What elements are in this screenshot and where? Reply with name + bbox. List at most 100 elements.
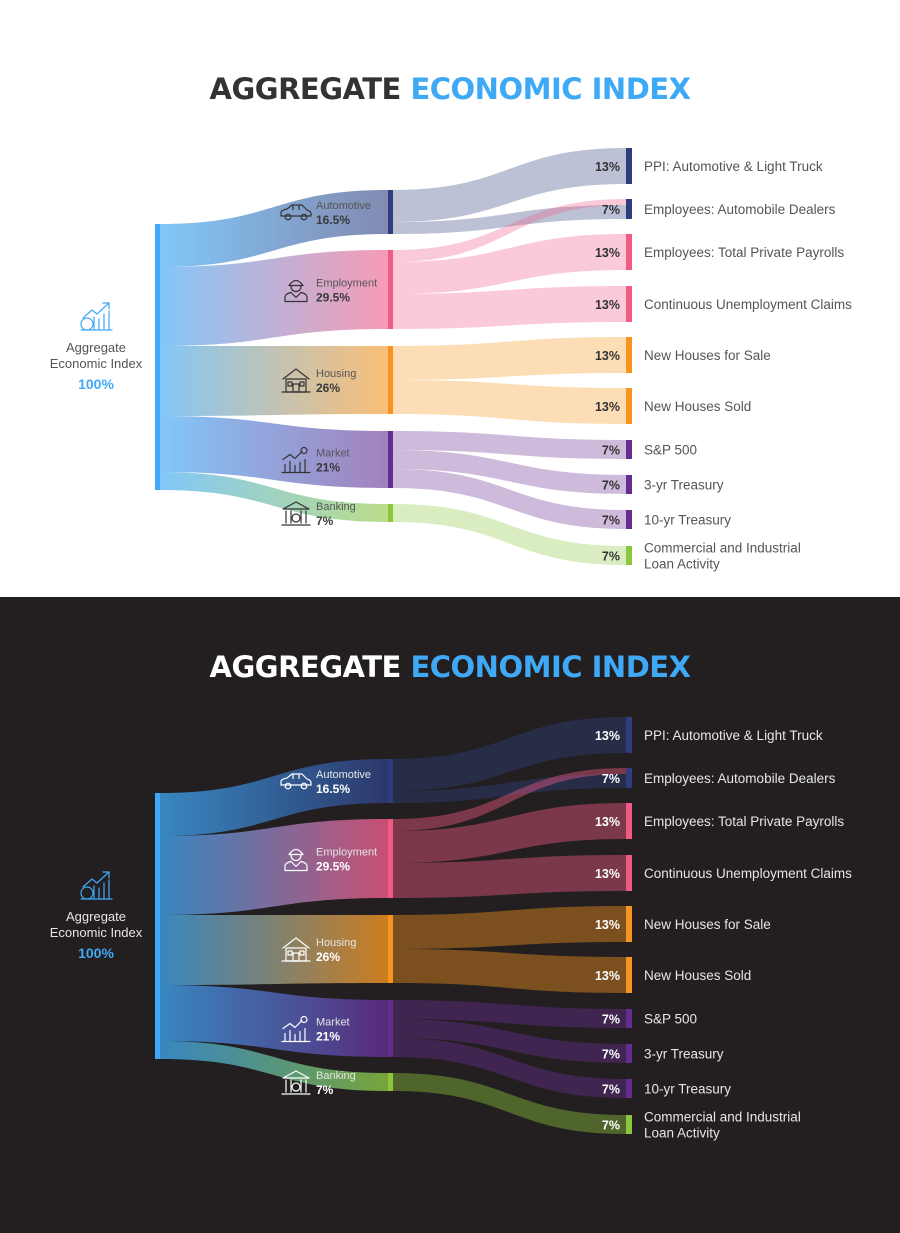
source-flow-band <box>160 1041 388 1091</box>
house-icon <box>281 937 311 962</box>
category-node-bar <box>388 759 393 803</box>
category-name: Housing <box>316 937 356 949</box>
indicator-flow-band <box>393 768 626 831</box>
indicator-label: New Houses Sold <box>644 968 751 983</box>
indicator-flow-band <box>393 148 626 222</box>
page-title-dark: AGGREGATE ECONOMIC INDEX <box>0 650 900 684</box>
car-icon <box>280 773 312 790</box>
indicator-label: Employees: Automobile Dealers <box>644 202 836 217</box>
indicator-value: 13% <box>595 246 620 260</box>
worker-icon <box>284 848 308 872</box>
indicator-flow-band <box>393 855 626 898</box>
title-part-1: AGGREGATE <box>209 650 402 684</box>
indicator-value: 7% <box>602 772 620 786</box>
bank-icon <box>281 1070 311 1095</box>
indicator-node-bar <box>626 906 632 942</box>
indicator-label: 10-yr Treasury <box>644 513 731 528</box>
category-value: 29.5% <box>316 860 350 874</box>
source-value: 100% <box>78 376 114 392</box>
indicator-node-bar <box>626 234 632 270</box>
indicator-label: New Houses for Sale <box>644 348 771 363</box>
indicator-value: 13% <box>595 400 620 414</box>
indicator-value: 7% <box>602 1048 620 1062</box>
indicator-flow-band <box>393 431 626 459</box>
category-name: Banking <box>316 1070 356 1082</box>
source-flow-band <box>160 416 388 488</box>
indicator-flow-band <box>393 504 626 565</box>
stock-chart-icon <box>281 1015 311 1043</box>
indicator-flow-band <box>393 469 626 529</box>
indicator-flow-band <box>393 337 626 380</box>
category-value: 29.5% <box>316 291 350 305</box>
indicator-value: 13% <box>595 918 620 932</box>
category-value: 16.5% <box>316 213 350 227</box>
indicator-value: 7% <box>602 550 620 564</box>
indicator-node-bar <box>626 803 632 839</box>
indicator-flow-band <box>393 1019 626 1063</box>
category-name: Banking <box>316 501 356 513</box>
category-name: Housing <box>316 368 356 380</box>
category-node-bar <box>388 915 393 983</box>
page-title: AGGREGATE ECONOMIC INDEX <box>0 72 900 106</box>
worker-icon <box>284 279 308 303</box>
category-node-bar <box>388 504 393 522</box>
indicator-label: New Houses Sold <box>644 399 751 414</box>
indicator-value: 13% <box>595 969 620 983</box>
source-node-bar <box>155 793 160 1059</box>
category-value: 7% <box>316 1083 334 1097</box>
source-flow-band <box>160 985 388 1057</box>
category-value: 16.5% <box>316 782 350 796</box>
category-value: 21% <box>316 1030 340 1044</box>
indicator-node-bar <box>626 510 632 529</box>
indicator-label: Commercial and Industrial <box>644 1110 801 1125</box>
indicator-flow-band <box>393 774 626 803</box>
indicator-value: 13% <box>595 867 620 881</box>
indicator-label: New Houses for Sale <box>644 917 771 932</box>
indicator-value: 13% <box>595 729 620 743</box>
category-node-bar <box>388 190 393 234</box>
indicator-node-bar <box>626 337 632 373</box>
indicator-label-line-2: Loan Activity <box>644 1126 720 1141</box>
category-name: Market <box>316 1017 350 1029</box>
indicator-flow-band <box>393 205 626 234</box>
indicator-label: Continuous Unemployment Claims <box>644 866 852 881</box>
indicator-node-bar <box>626 957 632 993</box>
indicator-value: 13% <box>595 349 620 363</box>
indicator-value: 7% <box>602 444 620 458</box>
indicator-node-bar <box>626 768 632 788</box>
category-node-bar <box>388 1073 393 1091</box>
category-node-bar <box>388 250 393 329</box>
title-part-1: AGGREGATE <box>209 72 402 106</box>
indicator-node-bar <box>626 286 632 322</box>
category-node-bar <box>388 346 393 414</box>
indicator-node-bar <box>626 1044 632 1063</box>
source-label-line-2: Economic Index <box>50 356 143 371</box>
indicator-value: 7% <box>602 203 620 217</box>
indicator-flow-band <box>393 803 626 863</box>
indicator-node-bar <box>626 855 632 891</box>
indicator-label: 3-yr Treasury <box>644 478 724 493</box>
indicator-label: Continuous Unemployment Claims <box>644 297 852 312</box>
indicator-flow-band <box>393 1073 626 1134</box>
indicator-value: 13% <box>595 815 620 829</box>
indicator-label: Commercial and Industrial <box>644 541 801 556</box>
indicator-label: PPI: Automotive & Light Truck <box>644 159 823 174</box>
house-icon <box>281 368 311 393</box>
sankey-diagram-dark: 13% PPI: Automotive & Light Truck 7% Employ… <box>50 717 852 1141</box>
indicator-value: 7% <box>602 1013 620 1027</box>
bank-icon <box>281 501 311 526</box>
stock-chart-icon <box>281 446 311 474</box>
source-flow-band <box>160 250 388 346</box>
category-name: Employment <box>316 847 377 859</box>
indicator-label: 3-yr Treasury <box>644 1047 724 1062</box>
indicator-node-bar <box>626 1079 632 1098</box>
indicator-value: 7% <box>602 479 620 493</box>
indicator-node-bar <box>626 546 632 565</box>
source-flow-band <box>160 472 388 522</box>
indicator-node-bar <box>626 199 632 219</box>
light-infographic: AGGREGATE ECONOMIC INDEX 13% PPI: Automot… <box>0 0 900 597</box>
indicator-flow-band <box>393 1038 626 1098</box>
chart-money-icon <box>80 871 113 900</box>
source-flow-band <box>160 346 388 416</box>
indicator-node-bar <box>626 475 632 494</box>
